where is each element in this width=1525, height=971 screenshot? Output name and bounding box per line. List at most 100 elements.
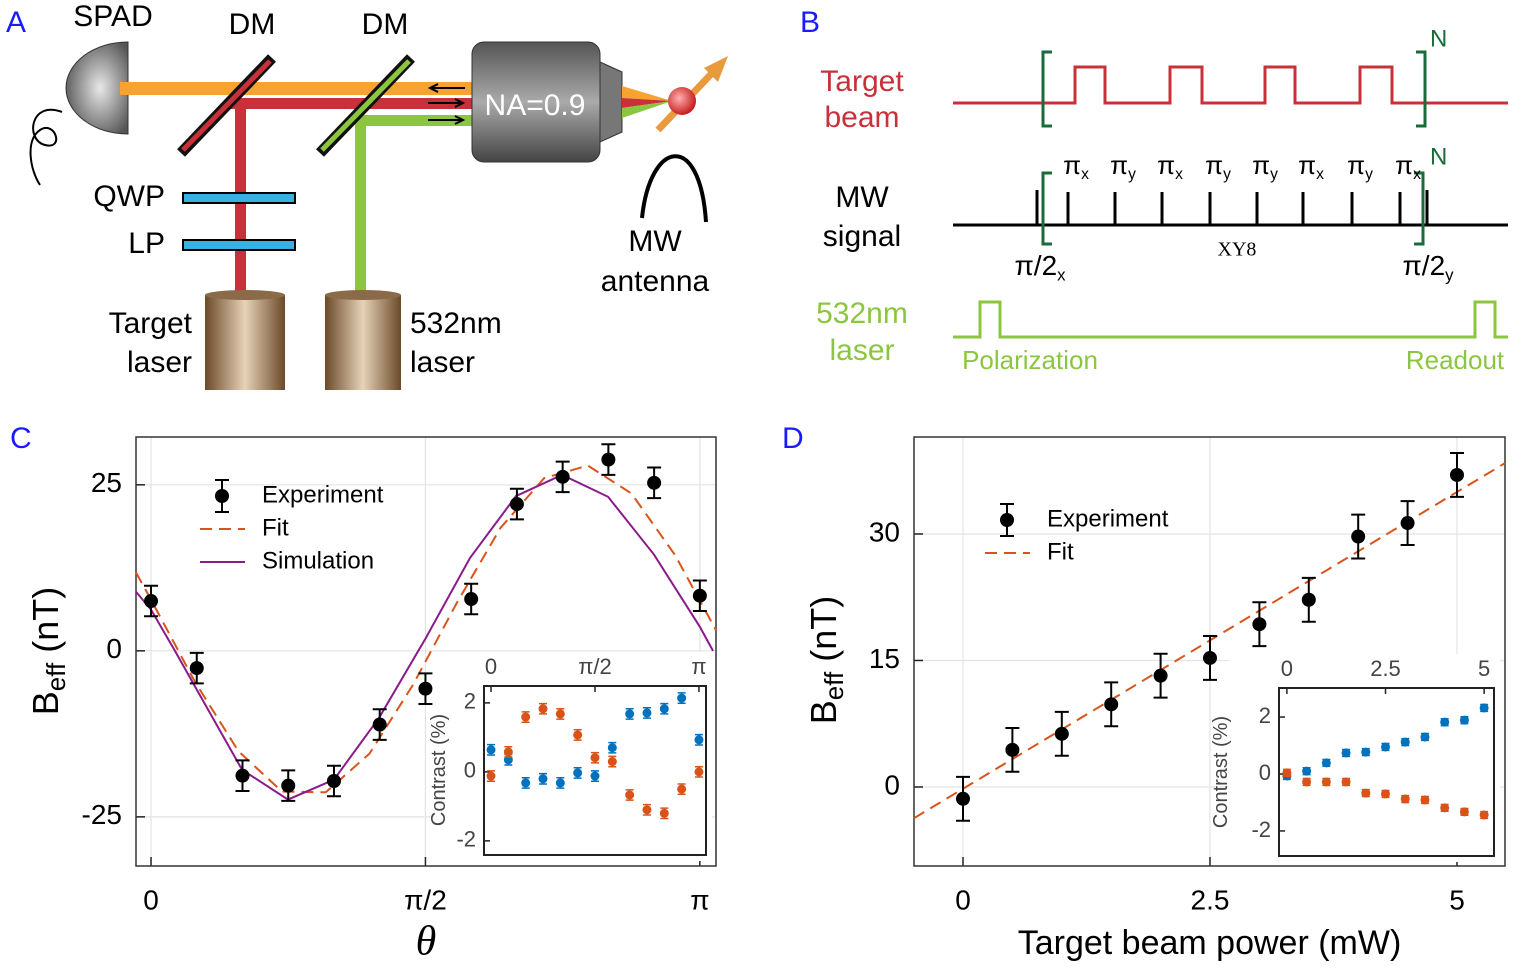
- data-point: [647, 475, 662, 490]
- subscript: x: [1175, 166, 1183, 183]
- data-point: [521, 712, 531, 722]
- data-point: [573, 730, 583, 740]
- label: Readout: [1406, 345, 1505, 375]
- mw-sequence: [953, 190, 1508, 227]
- plot-frame: [913, 436, 1506, 867]
- target-laser: [205, 295, 285, 390]
- data-point: [1440, 803, 1450, 813]
- data-point: [601, 452, 616, 467]
- green-laser: [325, 295, 401, 390]
- objective-tip: [599, 61, 623, 143]
- x-tick-label: π: [691, 654, 706, 679]
- red-beam: [226, 98, 472, 109]
- y-axis-label: Contrast (%): [428, 714, 450, 826]
- data-point: [1005, 742, 1020, 757]
- legend-label: Simulation: [262, 547, 374, 574]
- y-axis-label-main: Contrast (%): [428, 714, 450, 826]
- lp: [182, 239, 296, 251]
- pulse-label: πx: [1157, 150, 1183, 183]
- label: NA=0.9: [485, 89, 586, 122]
- setup-diagram: A SPAD DM DM QWP LP Target laser 532nm l…: [6, 0, 728, 390]
- x-tick-label: 5: [1478, 656, 1490, 681]
- data-point: [694, 767, 704, 777]
- arrows: [427, 83, 466, 125]
- data-point: [1479, 703, 1489, 713]
- pulse-label: πy: [1110, 150, 1136, 183]
- symbol: π: [1205, 150, 1223, 180]
- symbol: π/2: [1014, 250, 1057, 281]
- label: QWP: [93, 180, 165, 213]
- subscript: y: [1270, 166, 1278, 183]
- data-point: [1449, 467, 1464, 482]
- data-point: [418, 681, 433, 696]
- repeat: N: [1430, 143, 1447, 170]
- y-tick-label: -2: [1251, 817, 1271, 842]
- y-tick-label: 0: [106, 633, 122, 664]
- y-tick-label: 2: [464, 689, 476, 714]
- sequence-name: XY8: [1218, 239, 1257, 261]
- simulation-line: [135, 473, 714, 801]
- row-label: beam: [824, 101, 899, 134]
- symbol: π: [1347, 150, 1365, 180]
- subscript: y: [1223, 166, 1231, 183]
- pulse-label: πx: [1063, 150, 1089, 183]
- pulse-label: πx: [1395, 150, 1421, 183]
- data-point: [1400, 737, 1410, 747]
- chart: 0 2.5 5 0 15 30 Experiment Fit D Target beam powe…: [782, 422, 1506, 962]
- pulse-diagram: B Target beam MW signal 532nm laser N N …: [800, 6, 1508, 375]
- label: MW: [628, 225, 682, 258]
- pulse-label: πy: [1252, 150, 1278, 183]
- x-tick-label: 0: [955, 884, 971, 915]
- panel-label: B: [800, 6, 820, 39]
- data-point: [281, 778, 296, 793]
- data-point: [625, 790, 635, 800]
- x-tick-label: π: [690, 884, 709, 915]
- y-tick-label: 0: [1259, 760, 1271, 785]
- data-point: [1252, 617, 1267, 632]
- label: SPAD: [73, 0, 152, 33]
- data-point: [1302, 777, 1312, 787]
- x-axis-label: θ: [416, 919, 437, 965]
- label: 532nm: [410, 307, 502, 340]
- symbol: π: [1395, 150, 1413, 180]
- data-point: [1282, 768, 1292, 778]
- data-point: [1341, 777, 1351, 787]
- data-point: [555, 778, 565, 788]
- plot-frame: [135, 436, 717, 867]
- cone: [622, 98, 672, 108]
- data-point: [1104, 697, 1119, 712]
- data-point: [1459, 715, 1469, 725]
- repeat: N: [1430, 25, 1447, 52]
- x-tick-label: 5: [1449, 884, 1465, 915]
- data-point: [573, 768, 583, 778]
- row-label: 532nm: [816, 297, 908, 330]
- row-label: laser: [829, 334, 894, 367]
- y-tick-label: 0: [464, 758, 476, 783]
- x-tick-label: π/2: [578, 654, 612, 679]
- data-point: [956, 791, 971, 806]
- green-laser-top: [325, 290, 401, 300]
- y-axis-label-main: B: [25, 691, 66, 715]
- symbol: π: [1110, 150, 1128, 180]
- data-point: [1351, 529, 1366, 544]
- nv-center: [668, 87, 696, 115]
- cone: [622, 86, 672, 101]
- label: Target: [109, 307, 193, 340]
- data-point: [1202, 650, 1217, 665]
- mw-antenna: [640, 154, 708, 223]
- data-point: [486, 771, 496, 781]
- data-point: [590, 771, 600, 781]
- data-point: [486, 745, 496, 755]
- subscript: y: [1128, 166, 1136, 183]
- data-point: [677, 784, 687, 794]
- y-tick-label: -25: [82, 799, 122, 830]
- data-point: [659, 704, 669, 714]
- data-point: [1301, 592, 1316, 607]
- row-label: MW: [835, 181, 889, 214]
- y-axis-label: Contrast (%): [1210, 716, 1232, 828]
- qwp: [182, 192, 296, 204]
- legend-label: Experiment: [262, 481, 384, 508]
- data-point: [1440, 717, 1450, 727]
- pulse-label: π/2y: [1402, 250, 1454, 284]
